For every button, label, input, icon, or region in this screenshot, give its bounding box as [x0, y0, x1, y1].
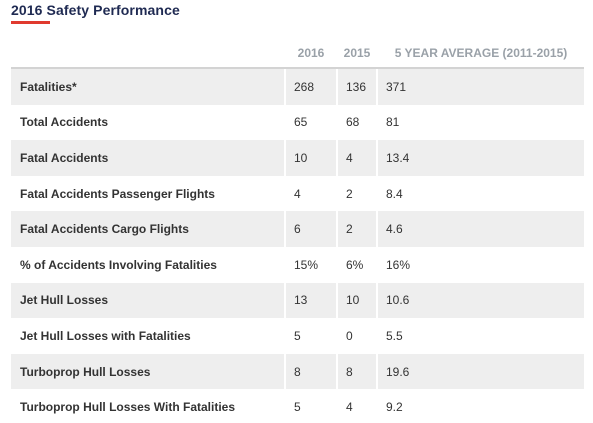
row-value-avg: 16% — [386, 257, 411, 272]
row-label: Fatal Accidents — [11, 140, 284, 176]
row-value-2016: 8 — [286, 353, 336, 390]
row-value-avg: 4.6 — [378, 211, 584, 247]
row-label: Fatal Accidents Passenger Flights — [20, 186, 215, 201]
row-value-avg: 81 — [386, 115, 400, 130]
row-value-avg: 9.2 — [386, 400, 403, 415]
header-2016: 2016 — [297, 46, 325, 60]
row-value-2016: 10 — [286, 140, 336, 176]
row-value-avg: 13.4 — [378, 140, 584, 176]
header-divider — [11, 67, 584, 69]
row-label: Jet Hull Losses with Fatalities — [20, 328, 191, 343]
row-value-2015: 10 — [338, 282, 376, 319]
table-row: Jet Hull Losses 13 10 10.6 — [11, 282, 584, 319]
row-value-2015: 2 — [346, 186, 353, 201]
row-label: Turboprop Hull Losses With Fatalities — [20, 400, 236, 415]
row-label: Fatal Accidents Cargo Flights — [11, 211, 284, 247]
table-row: % of Accidents Involving Fatalities 15% … — [11, 247, 584, 283]
row-value-2015: 4 — [346, 400, 353, 415]
row-value-2015: 136 — [338, 69, 376, 105]
row-label: % of Accidents Involving Fatalities — [20, 257, 217, 272]
row-value-2016: 5 — [294, 328, 301, 343]
table-row: Total Accidents 65 68 81 — [11, 105, 584, 141]
table-row: Jet Hull Losses with Fatalities 5 0 5.5 — [11, 318, 584, 354]
row-label: Jet Hull Losses — [11, 282, 284, 319]
header-2015: 2015 — [343, 46, 371, 60]
table-row: Turboprop Hull Losses With Fatalities 5 … — [11, 389, 584, 423]
row-value-2015: 8 — [338, 353, 376, 390]
page-title: 2016 Safety Performance — [11, 2, 180, 18]
row-value-2015: 4 — [338, 140, 376, 176]
row-value-2015: 6% — [346, 257, 364, 272]
row-value-2016: 15% — [294, 257, 319, 272]
row-value-2016: 13 — [286, 282, 336, 319]
row-value-avg: 5.5 — [386, 328, 403, 343]
row-value-2016: 6 — [286, 211, 336, 247]
safety-table: 2016 2015 5 YEAR AVERAGE (2011-2015) Fat… — [11, 39, 584, 423]
row-value-2016: 65 — [294, 115, 308, 130]
table-row: Fatalities* 268 136 371 — [11, 69, 584, 105]
table-row: Fatal Accidents Passenger Flights 4 2 8.… — [11, 176, 584, 212]
row-label: Total Accidents — [20, 115, 109, 130]
row-label: Fatalities* — [11, 69, 284, 105]
title-accent-bar — [11, 21, 50, 24]
header-label — [11, 39, 284, 67]
row-value-2016: 4 — [294, 186, 301, 201]
row-value-2015: 2 — [338, 211, 376, 247]
row-value-2015: 68 — [346, 115, 360, 130]
table-row: Turboprop Hull Losses 8 8 19.6 — [11, 353, 584, 390]
row-value-2016: 5 — [294, 400, 301, 415]
table-row: Fatal Accidents 10 4 13.4 — [11, 140, 584, 176]
row-label: Turboprop Hull Losses — [11, 353, 284, 390]
table-header-row: 2016 2015 5 YEAR AVERAGE (2011-2015) — [11, 39, 584, 67]
row-value-avg: 371 — [378, 69, 584, 105]
row-value-avg: 10.6 — [378, 282, 584, 319]
table-row: Fatal Accidents Cargo Flights 6 2 4.6 — [11, 211, 584, 247]
row-value-avg: 8.4 — [386, 186, 403, 201]
row-value-2016: 268 — [286, 69, 336, 105]
header-5yr-average: 5 YEAR AVERAGE (2011-2015) — [394, 46, 568, 60]
row-value-2015: 0 — [346, 328, 353, 343]
row-value-avg: 19.6 — [378, 353, 584, 390]
